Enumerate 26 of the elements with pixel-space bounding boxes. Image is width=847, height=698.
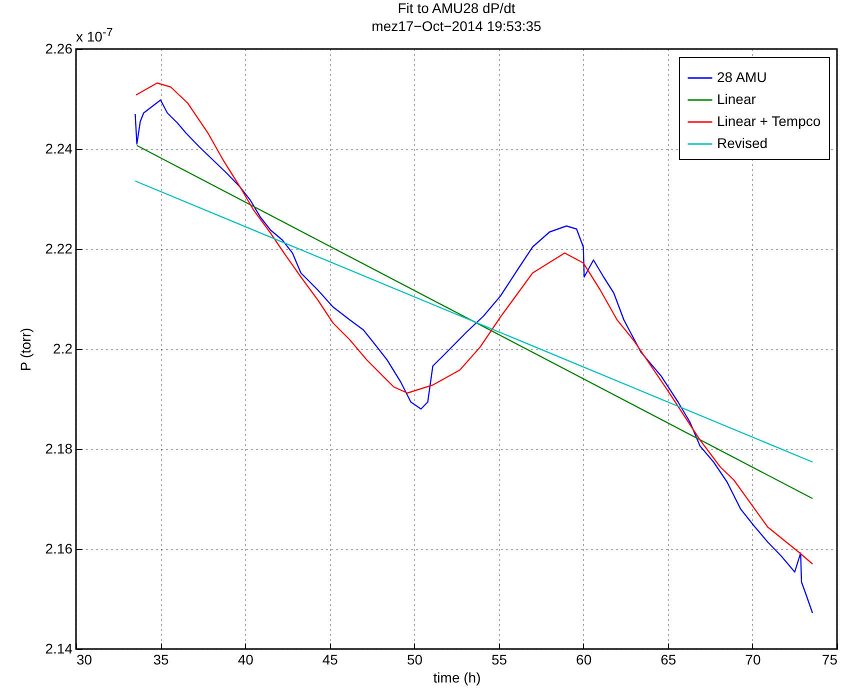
y-tick-label: 2.24	[45, 140, 73, 156]
x-tick-label: 30	[76, 652, 92, 668]
y-tick-label: 2.18	[45, 440, 73, 456]
y-tick-label: 2.22	[45, 240, 73, 256]
x-tick-label: 60	[576, 652, 592, 668]
y-tick-label: 2.14	[45, 640, 73, 656]
x-tick-label: 55	[491, 652, 508, 668]
x-tick-label: 35	[153, 652, 170, 668]
y-axis-title: P (torr)	[17, 328, 34, 372]
y-tick-label: 2.26	[45, 40, 73, 56]
legend-label: 28 AMU	[717, 69, 767, 85]
legend-label: Revised	[717, 135, 768, 151]
text: x 10$^{-7}$	[76, 26, 113, 45]
legend-label: Linear	[717, 91, 756, 107]
legend-label: Linear + Tempco	[717, 113, 821, 129]
x-axis-title: time (h)	[433, 670, 481, 686]
x-tick-label: 65	[660, 652, 676, 668]
x-tick-label: 70	[745, 652, 761, 668]
y-tick-label: 2.16	[45, 540, 73, 556]
x-tick-label: 40	[238, 652, 254, 668]
x-tick-label: 50	[406, 652, 423, 668]
x-tick-label: 75	[822, 652, 838, 668]
chart-subtitle: mez17−Oct−2014 19:53:35	[372, 18, 542, 34]
y-tick-label: 2.2	[53, 340, 73, 356]
chart-title: Fit to AMU28 dP/dt	[398, 0, 516, 16]
x-tick-label: 45	[322, 652, 338, 668]
